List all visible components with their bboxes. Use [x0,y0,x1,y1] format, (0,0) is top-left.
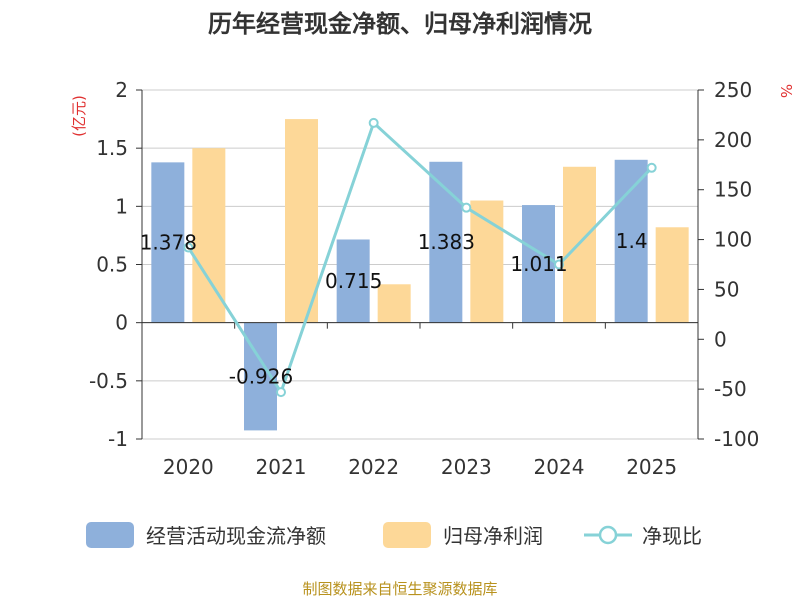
ratio-line-series [183,117,657,398]
bar-cash-2024[interactable] [522,205,555,323]
legend: 经营活动现金流净额 归母净利润 净现比 [86,522,702,548]
right-tick-label: 250 [714,78,752,102]
x-tick-label-2021: 2021 [256,455,307,479]
data-label-cash-2023: 1.383 [418,230,475,254]
x-tick-label-2025: 2025 [626,455,677,479]
ratio-point-2021[interactable] [276,387,286,398]
right-tick-label: 50 [714,277,739,301]
ratio-point-2022[interactable] [368,117,379,128]
data-label-cash-2025: 1.4 [616,229,648,253]
bar-cash-2020[interactable] [151,162,185,323]
bar-profit-2022[interactable] [377,284,411,323]
legend-swatch-ratio[interactable] [584,525,632,545]
left-tick-label: 1 [115,194,128,218]
legend-swatch-profit[interactable] [383,522,431,548]
bar-series [151,119,689,431]
bar-profit-2025[interactable] [655,227,689,323]
right-tick-label: -50 [714,377,747,401]
legend-label-profit: 归母净利润 [443,524,543,548]
left-tick-label: 1.5 [96,136,128,160]
right-tick-label: 0 [714,327,727,351]
data-label-cash-2020: 1.378 [140,231,197,255]
source-note: 制图数据来自恒生聚源数据库 [302,580,497,598]
data-label-cash-2021: -0.926 [229,365,293,389]
right-tick-label: 100 [714,228,752,252]
grid-lines [142,89,698,440]
legend-swatch-cash[interactable] [86,522,134,548]
data-label-cash-2024: 1.011 [510,252,567,276]
ratio-line [187,121,653,394]
right-tick-label: 150 [714,178,752,202]
left-tick-label: -0.5 [89,369,128,393]
left-tick-label: 0 [115,311,128,335]
right-tick-label: 200 [714,128,752,152]
chart-title: 历年经营现金净额、归母净利润情况 [208,10,592,38]
left-tick-label: -1 [108,427,128,451]
data-labels: 1.378 -0.926 0.715 1.383 1.011 1.4 [140,229,648,388]
left-tick-label: 0.5 [96,253,128,277]
bar-profit-2021[interactable] [285,119,318,323]
legend-label-ratio: 净现比 [642,524,702,548]
ratio-point-2023[interactable] [461,202,472,213]
bar-cash-2022[interactable] [336,239,370,323]
bar-cash-2025[interactable] [614,159,648,323]
bar-profit-2020[interactable] [192,148,226,323]
x-tick-label-2024: 2024 [534,455,585,479]
x-tick-label-2023: 2023 [441,455,492,479]
ratio-point-2020[interactable] [183,242,194,253]
x-tick-label-2020: 2020 [163,455,214,479]
data-label-cash-2022: 0.715 [325,269,382,293]
legend-label-cash: 经营活动现金流净额 [146,524,326,548]
axes: -1 -0.5 0 0.5 1 1.5 2 -100 -50 0 50 100 150 200 250 202… [89,78,759,479]
right-axis-unit: % [777,84,795,98]
ratio-point-2025[interactable] [646,162,657,173]
left-tick-label: 2 [115,78,128,102]
ratio-point-2024[interactable] [554,259,564,270]
right-tick-label: -100 [714,427,759,451]
left-axis-unit: (亿元) [70,95,88,137]
x-tick-label-2022: 2022 [348,455,399,479]
